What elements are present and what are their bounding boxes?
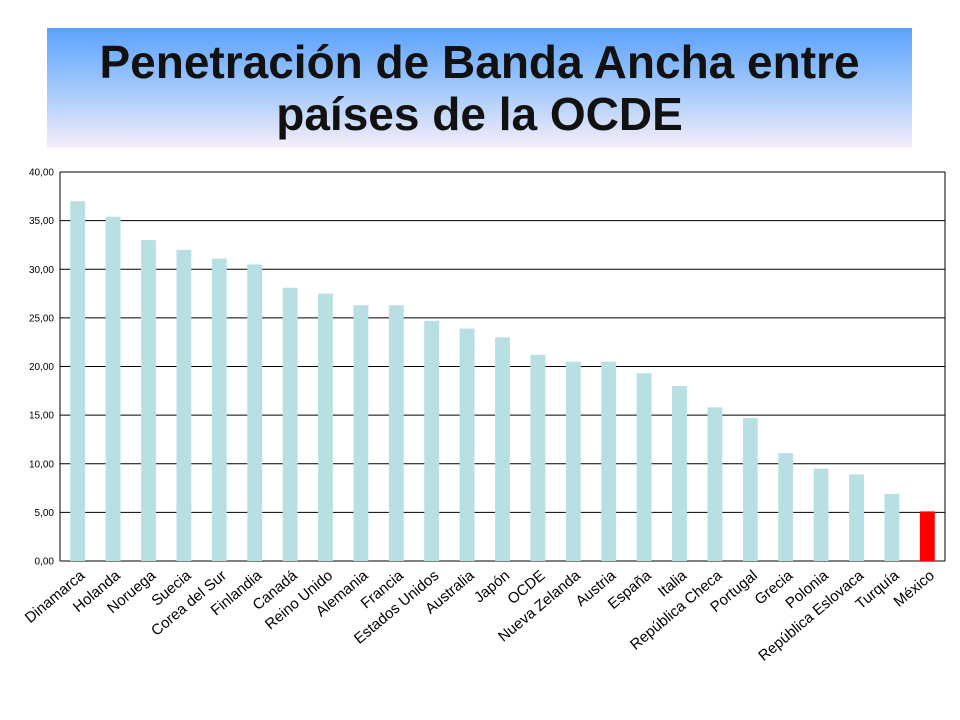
x-tick-label: Japón bbox=[471, 567, 513, 606]
bar-grecia bbox=[778, 453, 794, 561]
y-tick-label: 5,00 bbox=[35, 508, 55, 519]
bar-francia bbox=[388, 305, 404, 561]
bar-australia bbox=[459, 328, 475, 561]
y-tick-label: 0,00 bbox=[35, 557, 55, 568]
bar-república-eslovaca bbox=[849, 474, 864, 561]
bar-finlandia bbox=[247, 264, 263, 561]
bar-turquía bbox=[884, 493, 900, 561]
y-tick-label: 35,00 bbox=[29, 216, 54, 227]
bar-ocde bbox=[530, 354, 546, 561]
y-tick-label: 30,00 bbox=[29, 265, 54, 276]
bar-polonia bbox=[813, 468, 829, 561]
y-tick-label: 25,00 bbox=[29, 313, 54, 324]
bar-méxico bbox=[919, 511, 935, 561]
bars bbox=[70, 201, 935, 562]
bar-nueva-zelanda bbox=[565, 361, 581, 561]
y-tick-label: 10,00 bbox=[29, 459, 54, 470]
y-tick-label: 40,00 bbox=[29, 168, 54, 179]
bar-italia bbox=[672, 385, 687, 561]
bar-portugal bbox=[742, 418, 758, 561]
bar-dinamarca bbox=[70, 201, 86, 562]
bar-españa bbox=[636, 373, 652, 561]
bar-suecia bbox=[176, 249, 192, 562]
title-banner: Penetración de Banda Ancha entre países … bbox=[47, 28, 912, 148]
bar-alemania bbox=[353, 305, 369, 561]
bar-austria bbox=[601, 361, 617, 561]
chart-title: Penetración de Banda Ancha entre países … bbox=[99, 36, 860, 140]
y-axis-ticks: 0,00 5,00 10,00 15,00 20,00 25,00 30,00 35,00 40… bbox=[29, 168, 54, 568]
bar-estados-unidos bbox=[424, 320, 440, 561]
x-tick-label: México bbox=[891, 567, 938, 611]
bar-noruega bbox=[141, 240, 156, 561]
bar-canadá bbox=[282, 287, 298, 561]
bar-japón bbox=[495, 337, 510, 561]
bar-reino-unido bbox=[318, 293, 333, 561]
bar-corea-del-sur bbox=[211, 258, 227, 561]
bar-holanda bbox=[105, 216, 121, 562]
y-tick-label: 15,00 bbox=[29, 411, 54, 422]
bar-república-checa bbox=[707, 407, 723, 561]
y-tick-label: 20,00 bbox=[29, 362, 54, 373]
